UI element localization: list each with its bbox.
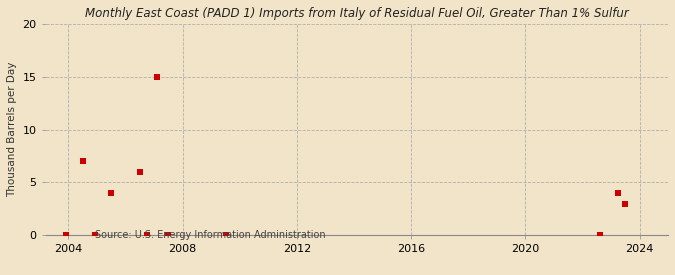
Point <box>78 159 88 164</box>
Point <box>134 170 145 174</box>
Point <box>163 233 174 237</box>
Point <box>106 191 117 195</box>
Point <box>613 191 624 195</box>
Text: Source: U.S. Energy Information Administration: Source: U.S. Energy Information Administ… <box>95 230 326 240</box>
Point <box>142 233 153 237</box>
Point <box>89 233 100 237</box>
Point <box>61 233 72 237</box>
Point <box>152 75 163 79</box>
Title: Monthly East Coast (PADD 1) Imports from Italy of Residual Fuel Oil, Greater Tha: Monthly East Coast (PADD 1) Imports from… <box>85 7 628 20</box>
Point <box>220 233 231 237</box>
Point <box>620 201 630 206</box>
Y-axis label: Thousand Barrels per Day: Thousand Barrels per Day <box>7 62 17 197</box>
Point <box>594 233 605 237</box>
